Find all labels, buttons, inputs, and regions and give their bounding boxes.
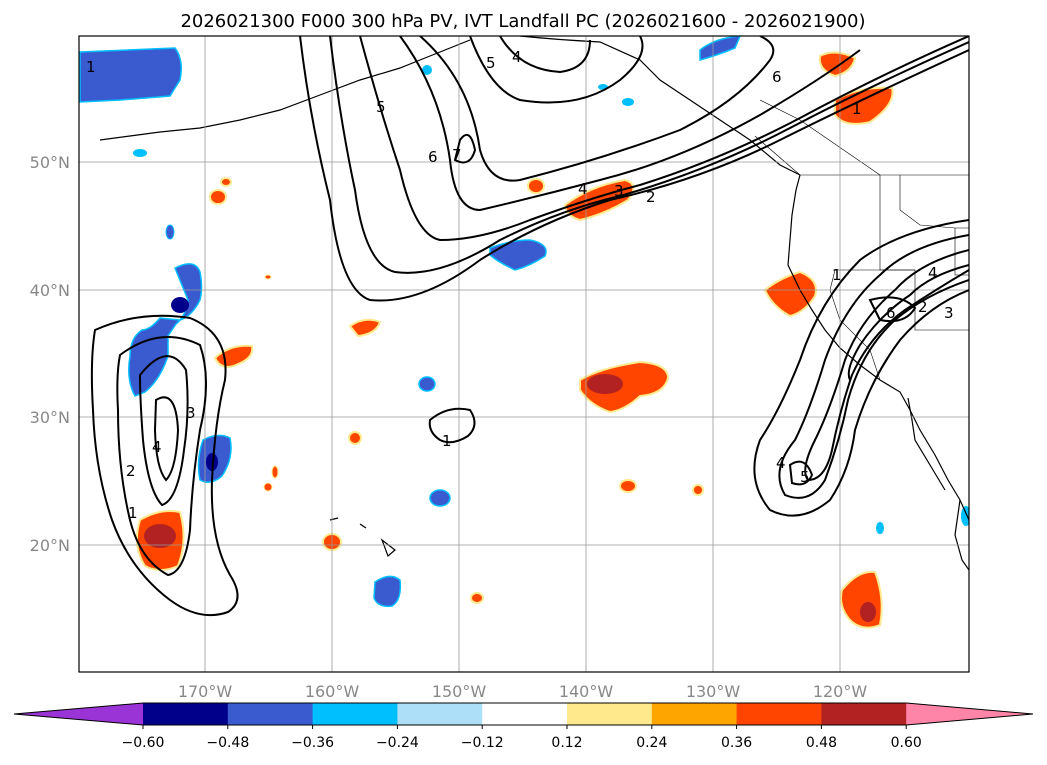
colorbar-extend-min (14, 703, 143, 725)
contour-label-jet-7: 7 (452, 146, 462, 164)
colorbar-segment (651, 703, 738, 725)
contour-label-ca-1: 1 (832, 266, 842, 284)
contour-label-top-1: 1 (86, 58, 96, 76)
colorbar-tick-label: 0.12 (551, 735, 582, 751)
colorbar-tick-label: −0.36 (291, 735, 334, 751)
longitude-labels: 170°W 160°W 150°W 140°W 130°W 120°W (178, 682, 868, 701)
contour-label-jet-3: 3 (614, 182, 624, 200)
contour-label-jet-2: 2 (646, 188, 656, 206)
contour-label-jet-1: 1 (852, 100, 862, 118)
gridlines (79, 36, 969, 672)
colorbar-segment (482, 703, 568, 725)
lon-label-150w: 150°W (432, 682, 487, 701)
latitude-labels: 50°N 40°N 30°N 20°N (30, 153, 70, 555)
contour-label-jet-5a: 5 (376, 98, 386, 116)
contour-label-jet-6b: 6 (772, 68, 782, 86)
pv-negative-anomalies (79, 36, 969, 608)
colorbar-tick-label: 0.48 (806, 735, 837, 751)
lon-label-170w: 170°W (178, 682, 233, 701)
map-area: 1 2 3 4 1 5 5 6 7 4 4 3 2 1 6 1 2 3 4 6 … (79, 36, 969, 672)
colorbar-tick-label: 0.36 (721, 735, 752, 751)
colorbar-tick-label: 0.60 (891, 735, 922, 751)
contour-label-ca-2: 2 (918, 298, 928, 316)
lat-label-40: 40°N (30, 281, 70, 300)
colorbar-segment (227, 703, 314, 725)
lat-label-20: 20°N (30, 536, 70, 555)
lon-label-130w: 130°W (686, 682, 741, 701)
contour-label-ca-4: 4 (928, 264, 938, 282)
contour-label-jet-4b: 4 (578, 180, 588, 198)
colorbar-segment (821, 703, 907, 725)
contour-label-ca-6: 6 (886, 304, 896, 322)
colorbar-tick-label: −0.60 (122, 735, 165, 751)
colorbar-segment (567, 703, 653, 725)
figure-title: 2026021300 F000 300 hPa PV, IVT Landfall… (180, 11, 865, 32)
contour-label-jet-5b: 5 (486, 54, 496, 72)
contour-label-sw-4: 4 (776, 454, 786, 472)
colorbar-segment (397, 703, 483, 725)
lon-label-140w: 140°W (559, 682, 614, 701)
contour-label-low-1: 1 (442, 432, 452, 450)
colorbar-segment (312, 703, 398, 725)
lat-label-50: 50°N (30, 153, 70, 172)
contour-label-left-4: 4 (152, 438, 162, 456)
colorbar-segment (736, 703, 822, 725)
colorbar-segment (143, 703, 229, 725)
lon-label-120w: 120°W (813, 682, 868, 701)
ivt-contour-labels: 1 2 3 4 1 5 5 6 7 4 4 3 2 1 6 1 2 3 4 6 … (86, 48, 954, 522)
contour-label-sw-5: 5 (800, 468, 810, 486)
contour-label-left-1: 1 (128, 504, 138, 522)
contour-label-left-3: 3 (186, 404, 196, 422)
contour-label-left-2: 2 (126, 462, 136, 480)
ivt-contours (90, 36, 969, 617)
colorbar-tick-label: −0.24 (376, 735, 419, 751)
contour-label-jet-6: 6 (428, 148, 438, 166)
contour-label-jet-4a: 4 (512, 48, 522, 66)
map-frame (78, 35, 970, 673)
colorbar-tick-label: 0.24 (636, 735, 667, 751)
colorbar: −0.60 −0.48 −0.36 −0.24 −0.12 0.12 0.24 0.36 0.4… (13, 702, 1034, 751)
lon-label-160w: 160°W (305, 682, 360, 701)
contour-label-ca-3: 3 (944, 304, 954, 322)
colorbar-extend-max (906, 703, 1033, 725)
lat-label-30: 30°N (30, 408, 70, 427)
coastlines (99, 36, 969, 571)
colorbar-tick-label: −0.48 (206, 735, 249, 751)
colorbar-tick-label: −0.12 (461, 735, 504, 751)
